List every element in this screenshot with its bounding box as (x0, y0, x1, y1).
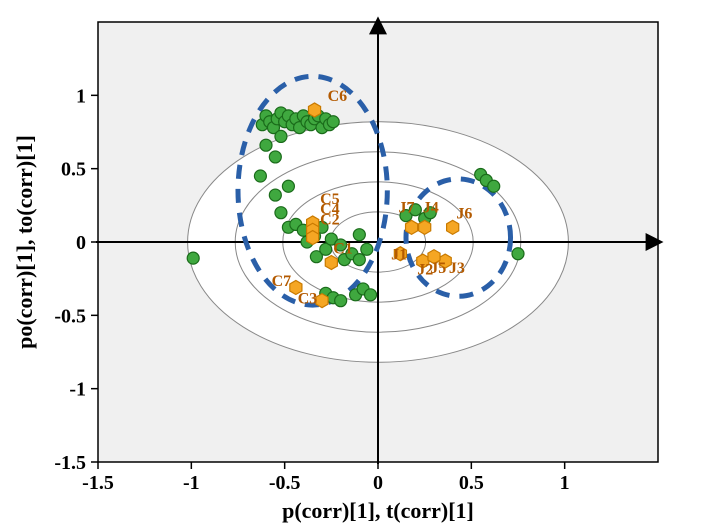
point-label: C1 (333, 241, 353, 258)
y-tick-label: 0.5 (61, 159, 86, 181)
green-point (353, 254, 365, 266)
point-label: J3 (449, 260, 465, 277)
point-label: J4 (423, 200, 439, 217)
orange-point (419, 220, 431, 234)
y-tick-label: 0 (76, 232, 86, 254)
x-axis-title: p(corr)[1], t(corr)[1] (282, 498, 474, 523)
x-tick-label: -0.5 (269, 472, 301, 494)
green-point (254, 170, 266, 182)
point-label: J5 (430, 260, 446, 277)
x-tick-label: -1 (183, 472, 200, 494)
x-tick-label: -1.5 (82, 472, 114, 494)
chart-svg: C6C5C4C2C1C7C3J1J2J3J4J5J6J7-1.5-1-0.500… (0, 0, 710, 528)
biplot-chart: C6C5C4C2C1C7C3J1J2J3J4J5J6J7-1.5-1-0.500… (0, 0, 710, 528)
green-point (275, 207, 287, 219)
x-tick-label: 0.5 (459, 472, 484, 494)
point-label: C7 (272, 273, 292, 290)
point-label: C6 (328, 88, 348, 105)
x-tick-label: 1 (560, 472, 570, 494)
y-tick-label: -1 (69, 379, 86, 401)
green-point (327, 116, 339, 128)
green-point (269, 151, 281, 163)
green-point (282, 180, 294, 192)
y-tick-label: -1.5 (54, 452, 86, 474)
green-point (512, 248, 524, 260)
green-point (353, 229, 365, 241)
green-point (365, 289, 377, 301)
green-point (260, 139, 272, 151)
green-point (187, 252, 199, 264)
x-tick-label: 0 (373, 472, 383, 494)
point-label: J7 (399, 200, 415, 217)
green-point (269, 189, 281, 201)
green-point (488, 180, 500, 192)
green-point (275, 130, 287, 142)
point-label: C2 (320, 211, 340, 228)
y-axis-title: po(corr)[1], to(corr)[1] (12, 135, 37, 349)
orange-point (308, 103, 320, 117)
orange-point (316, 294, 328, 308)
green-point (335, 295, 347, 307)
point-label: C3 (298, 291, 318, 308)
orange-point (406, 220, 418, 234)
point-label: J1 (391, 247, 407, 264)
orange-point (307, 231, 319, 245)
y-tick-label: 1 (76, 85, 86, 107)
y-tick-label: -0.5 (54, 305, 86, 327)
green-point (361, 243, 373, 255)
point-label: J6 (456, 206, 472, 223)
